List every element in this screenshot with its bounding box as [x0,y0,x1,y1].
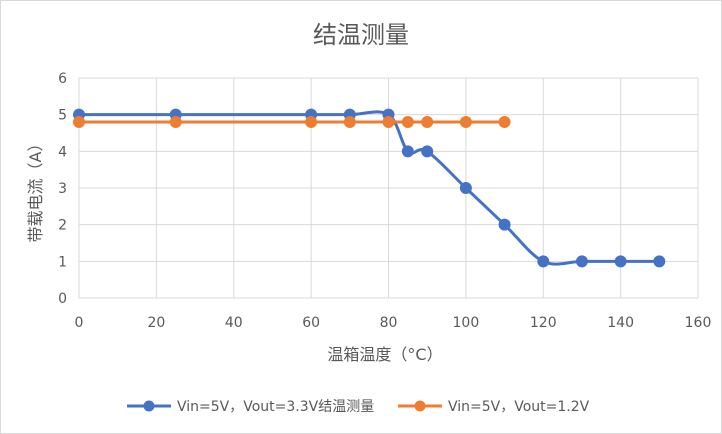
chart-title: 结温测量 [313,21,409,49]
y-tick-label: 4 [58,144,67,160]
x-tick-label: 20 [147,315,165,331]
legend-label-2: Vin=5V，Vout=1.2V [448,399,590,415]
series-2-point [382,116,395,128]
x-tick-label: 0 [75,315,84,331]
series-2-point [498,116,511,128]
legend: Vin=5V，Vout=3.3V结温测量 Vin=5V，Vout=1.2V [127,399,590,415]
legend-marker-1 [143,400,155,412]
y-tick-label: 2 [58,218,67,234]
x-tick-label: 120 [530,315,557,331]
series-1-point [421,145,434,158]
series-1-point [575,255,588,268]
x-tick-label: 40 [225,315,243,331]
x-tick-label: 60 [302,315,320,331]
x-tick-label: 80 [380,315,398,331]
y-tick-label: 5 [58,108,67,124]
series-2-point [73,116,85,128]
series-2-point [343,116,356,128]
series-2-point [421,116,434,128]
series-2-point [169,116,182,128]
y-tick-label: 1 [58,254,67,270]
legend-marker-2 [414,400,426,412]
legend-label-1: Vin=5V，Vout=3.3V结温测量 [177,399,374,415]
x-tick-label: 140 [607,315,634,331]
y-tick-label: 0 [58,291,67,307]
x-tick-label: 100 [453,315,480,331]
series-2-point [401,116,414,128]
x-tick-label: 160 [685,315,712,331]
series-1-point [614,255,627,268]
series-1-point [401,145,414,158]
series-2-point [459,116,472,128]
series-1-point [653,255,666,268]
y-tick-label: 6 [58,71,67,87]
series-2-point [305,116,318,128]
x-axis-title: 温箱温度（°C） [327,345,442,364]
series-1-point [498,218,511,231]
series-1-point [537,255,550,268]
series-1-point [459,182,472,194]
y-tick-label: 3 [58,181,67,197]
y-axis-title: 带载电流（A） [26,136,45,243]
series-layer [73,108,666,268]
